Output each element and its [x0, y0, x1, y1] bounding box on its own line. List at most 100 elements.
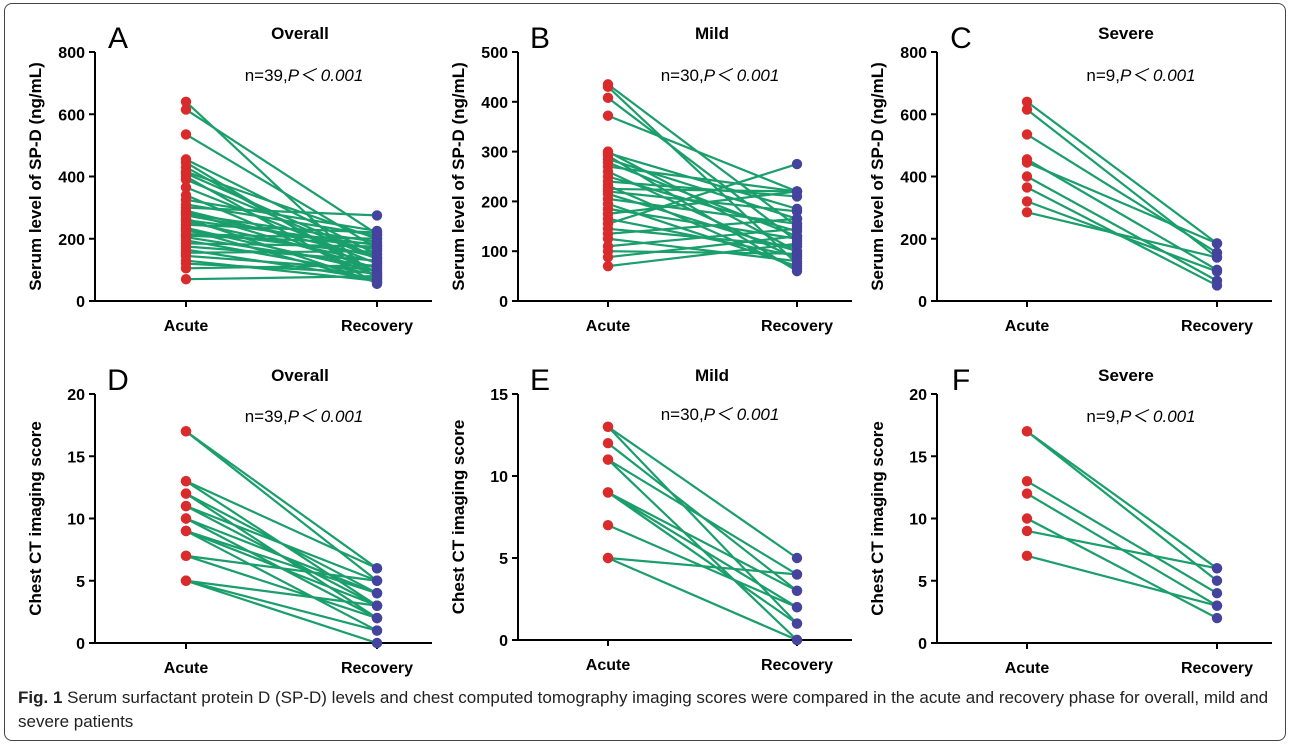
panel-title: Mild: [695, 366, 729, 385]
panel-letter: F: [952, 364, 970, 397]
pair-line: [185, 133, 378, 250]
y-tick-label: 0: [499, 294, 508, 311]
pair-line: [607, 165, 798, 193]
y-tick-label: 10: [490, 469, 508, 486]
y-tick-label: 0: [918, 294, 927, 311]
chart-panel-d: D Overall n=39,P＜ 0.001 0 5 10 15 20 Acute Recove…: [26, 364, 432, 677]
annotation-n: n=30,: [661, 405, 704, 424]
acute-point: [180, 182, 192, 193]
panel-title: Mild: [695, 24, 729, 43]
pair-line: [607, 96, 798, 243]
recovery-point: [371, 637, 383, 649]
y-tick-label: 5: [918, 574, 927, 591]
pair-line: [185, 480, 378, 570]
annotation-p: P＜ 0.001: [288, 66, 364, 85]
y-axis-label: Serum level of SP-D (ng/mL): [868, 62, 887, 291]
recovery-point: [371, 625, 383, 636]
y-tick-label: 0: [76, 636, 85, 653]
acute-point: [1021, 426, 1033, 437]
pair-line: [607, 425, 798, 559]
pair-line: [1026, 161, 1218, 245]
y-tick-label: 400: [481, 95, 508, 112]
acute-point: [180, 224, 192, 235]
caption-label: Fig. 1: [18, 688, 63, 707]
pair-line: [607, 426, 798, 625]
pair-line: [185, 579, 378, 645]
x-category-label: Recovery: [341, 660, 413, 677]
recovery-point: [371, 612, 383, 624]
pair-line: [607, 217, 798, 235]
acute-point: [180, 168, 192, 179]
annotation: n=39,P＜ 0.001: [245, 407, 364, 426]
pair-line: [185, 554, 378, 620]
y-axis-label: Serum level of SP-D (ng/mL): [449, 62, 468, 291]
recovery-point: [371, 575, 383, 586]
acute-point: [180, 525, 192, 537]
x-category-label: Recovery: [1181, 318, 1253, 335]
recovery-point: [1211, 588, 1223, 599]
pair-line: [1026, 480, 1218, 595]
y-tick-label: 15: [909, 449, 927, 466]
annotation-p: P＜ 0.001: [288, 407, 364, 426]
x-category-label: Recovery: [1181, 660, 1253, 677]
recovery-point: [791, 186, 803, 197]
acute-point: [1021, 513, 1033, 524]
recovery-point: [371, 239, 383, 251]
y-tick-label: 20: [67, 387, 85, 404]
y-axis-label: Chest CT imaging score: [868, 421, 887, 616]
acute-point: [180, 550, 192, 562]
recovery-point: [791, 585, 803, 596]
pair-line: [185, 554, 378, 582]
annotation: n=30,P＜ 0.001: [661, 66, 780, 85]
recovery-point: [1211, 266, 1223, 277]
chart-panel-f: F Severe n=9,P＜ 0.001 0 5 10 15 20 Acute Recovery…: [868, 364, 1272, 677]
recovery-point: [791, 238, 803, 249]
pair-line: [185, 529, 378, 632]
recovery-point: [371, 260, 383, 271]
pair-line: [607, 83, 798, 228]
acute-point: [1021, 196, 1033, 207]
pair-line: [1026, 100, 1218, 245]
recovery-point: [1211, 600, 1223, 611]
recovery-point: [791, 255, 803, 267]
pair-line: [185, 206, 378, 217]
acute-point: [602, 421, 614, 432]
pair-line: [185, 242, 378, 248]
x-category-label: Acute: [164, 660, 209, 677]
recovery-point: [371, 210, 383, 221]
annotation-p: P＜ 0.001: [1120, 407, 1196, 426]
y-tick-label: 0: [918, 636, 927, 653]
panel-letter: D: [107, 364, 129, 397]
pair-line: [607, 114, 798, 193]
acute-point: [1021, 171, 1033, 182]
recovery-point: [1211, 252, 1223, 263]
recovery-point: [791, 602, 803, 613]
recovery-point: [1211, 563, 1223, 574]
acute-point: [180, 129, 192, 140]
y-tick-label: 800: [900, 45, 927, 62]
pair-line: [1026, 211, 1218, 259]
pair-lines: [1026, 100, 1218, 287]
pair-line: [185, 228, 378, 284]
acute-point: [602, 520, 614, 531]
acute-point: [602, 487, 614, 498]
panel-letter: B: [530, 22, 550, 55]
x-category-label: Acute: [586, 318, 631, 335]
y-tick-label: 300: [481, 145, 508, 162]
pair-line: [185, 529, 378, 595]
acute-point: [180, 475, 192, 487]
y-tick-label: 400: [900, 170, 927, 187]
acute-point: [180, 488, 192, 499]
acute-point: [1021, 488, 1033, 499]
pair-line: [607, 242, 798, 268]
pair-line: [185, 245, 378, 262]
pair-line: [607, 491, 798, 609]
pair-line: [607, 190, 798, 215]
acute-point: [180, 575, 192, 586]
acute-point: [602, 260, 614, 272]
pair-line: [607, 163, 798, 225]
panel-title: Overall: [271, 366, 329, 385]
y-tick-label: 200: [58, 232, 85, 249]
y-tick-label: 0: [76, 294, 85, 311]
